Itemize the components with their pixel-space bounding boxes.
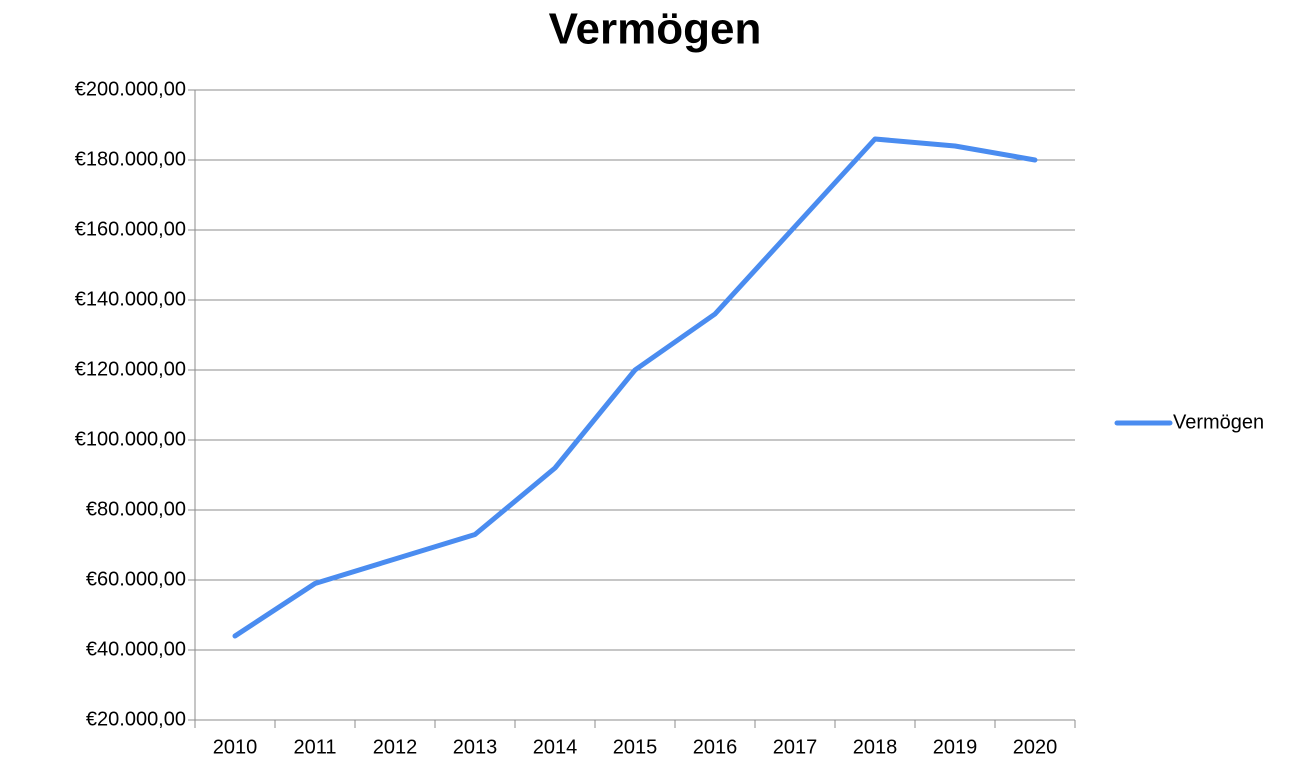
x-tick-label: 2020 [1013,736,1058,758]
x-tick-label: 2014 [533,736,578,758]
x-tick-label: 2013 [453,736,498,758]
chart-title: Vermögen [549,5,762,54]
y-tick-label: €120.000,00 [75,358,186,380]
x-tick-label: 2018 [853,736,898,758]
x-tick-label: 2011 [293,736,336,758]
y-tick-label: €40.000,00 [86,638,186,660]
y-tick-label: €20.000,00 [86,708,186,730]
legend-label: Vermögen [1173,411,1264,433]
line-series [232,136,1038,639]
x-tick-label: 2016 [693,736,738,758]
x-tick-label: 2019 [933,736,978,758]
y-tick-label: €60.000,00 [86,568,186,590]
x-tick-label: 2017 [773,736,818,758]
x-tick-label: 2010 [213,736,258,758]
x-tick-label: 2012 [373,736,418,758]
y-tick-label: €200.000,00 [75,78,186,100]
y-tick-label: €180.000,00 [75,148,186,170]
x-tick-label: 2015 [613,736,658,758]
y-tick-label: €80.000,00 [86,498,186,520]
y-tick-label: €160.000,00 [75,218,186,240]
y-tick-label: €140.000,00 [75,288,186,310]
y-tick-label: €100.000,00 [75,428,186,450]
